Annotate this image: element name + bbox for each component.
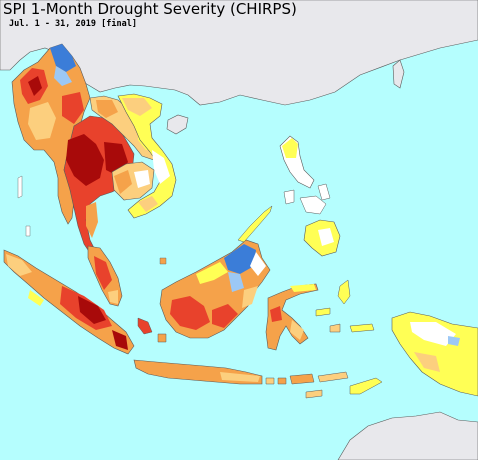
borneo-extreme-southwest xyxy=(170,296,210,330)
vietnam-moderate-north xyxy=(122,98,152,116)
seram-island xyxy=(349,323,375,333)
myanmar-extreme-east xyxy=(62,92,84,124)
sumbawa-island xyxy=(289,373,315,385)
map-title: SPI 1-Month Drought Severity (CHIRPS) xyxy=(3,0,297,18)
timor-island xyxy=(349,377,383,395)
halmahera-island xyxy=(337,279,351,305)
mindanao-near-normal xyxy=(318,228,334,246)
bali-island xyxy=(265,377,275,385)
bangka-island xyxy=(137,317,153,335)
borneo xyxy=(159,239,271,339)
laos-severe-north xyxy=(96,100,118,118)
borneo-near-normal-northeast xyxy=(250,252,266,276)
borneo-wet-north xyxy=(224,244,256,274)
taiwan-island xyxy=(392,59,405,89)
mindoro-island xyxy=(283,189,295,205)
visayas-islands xyxy=(299,195,327,215)
sumatra-exceptional-south xyxy=(112,330,128,350)
vietnam-moderate-south xyxy=(138,196,158,212)
sulawesi xyxy=(265,283,319,351)
sulawesi-land xyxy=(265,283,319,351)
thailand-exceptional-core xyxy=(66,134,104,186)
myanmar-wet-north xyxy=(50,44,76,72)
cambodia-near-normal xyxy=(134,170,150,188)
belitung-island xyxy=(157,333,167,343)
borneo-very-wet xyxy=(228,272,244,292)
java xyxy=(133,359,263,385)
flores-island xyxy=(317,371,349,383)
sumatra-moderate-north xyxy=(6,254,32,276)
thailand xyxy=(63,115,135,257)
borneo-dry-north-coast xyxy=(196,262,228,284)
sumatra xyxy=(3,249,135,355)
china-landmass xyxy=(0,0,478,106)
lombok-island xyxy=(277,377,287,385)
borneo-moderate-east xyxy=(242,286,258,308)
vietnam xyxy=(117,93,177,219)
java-moderate-east xyxy=(220,372,260,382)
natuna-islands xyxy=(159,257,167,265)
buru-island xyxy=(329,323,341,333)
hainan-island xyxy=(166,114,189,135)
myanmar xyxy=(11,43,91,225)
cambodia-severe-west xyxy=(114,170,132,194)
sula-islands xyxy=(315,307,331,317)
sumatra-dry-west xyxy=(28,290,44,306)
map-subtitle: Jul. 1 - 31, 2019 [final] xyxy=(9,19,137,29)
andaman-islands xyxy=(17,175,23,199)
luzon-dry-north xyxy=(282,138,298,158)
myanmar-exceptional-west xyxy=(28,76,42,96)
malaysia-moderate-south xyxy=(108,290,118,304)
lesser-sunda xyxy=(265,371,383,399)
sulawesi-moderate-southeast xyxy=(290,320,304,340)
sumatra-exceptional-core xyxy=(78,296,106,324)
cambodia xyxy=(111,161,155,201)
maluku xyxy=(315,279,375,333)
new-guinea-near-normal xyxy=(410,322,456,346)
vietnam-land xyxy=(117,93,177,219)
palawan-island xyxy=(237,205,273,243)
myanmar-wet-patch xyxy=(54,66,72,86)
samar-island xyxy=(317,183,331,201)
malaysia-extreme-core xyxy=(94,256,112,290)
sulawesi-extreme-patch xyxy=(270,306,282,322)
philippines xyxy=(237,135,341,257)
sulawesi-dry-north xyxy=(290,284,316,292)
thailand-severe-south xyxy=(86,202,98,238)
new-guinea-very-wet xyxy=(448,336,460,346)
myanmar-moderate-central xyxy=(28,102,56,140)
nicobar-islands xyxy=(25,225,31,237)
peninsular-malaysia xyxy=(87,245,123,307)
vietnam-near-normal-central xyxy=(152,150,170,184)
sumba-island xyxy=(305,389,323,399)
borneo-extreme-south xyxy=(212,304,238,328)
australia-landmass xyxy=(337,411,478,460)
new-guinea xyxy=(391,311,478,397)
new-guinea-moderate xyxy=(414,352,440,372)
